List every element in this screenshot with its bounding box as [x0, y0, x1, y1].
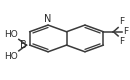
Text: F: F — [119, 37, 124, 46]
Text: HO: HO — [4, 52, 18, 61]
Text: B: B — [20, 40, 27, 50]
Text: F: F — [119, 17, 124, 26]
Text: N: N — [44, 14, 52, 24]
Text: HO: HO — [4, 30, 18, 39]
Text: F: F — [124, 27, 129, 36]
